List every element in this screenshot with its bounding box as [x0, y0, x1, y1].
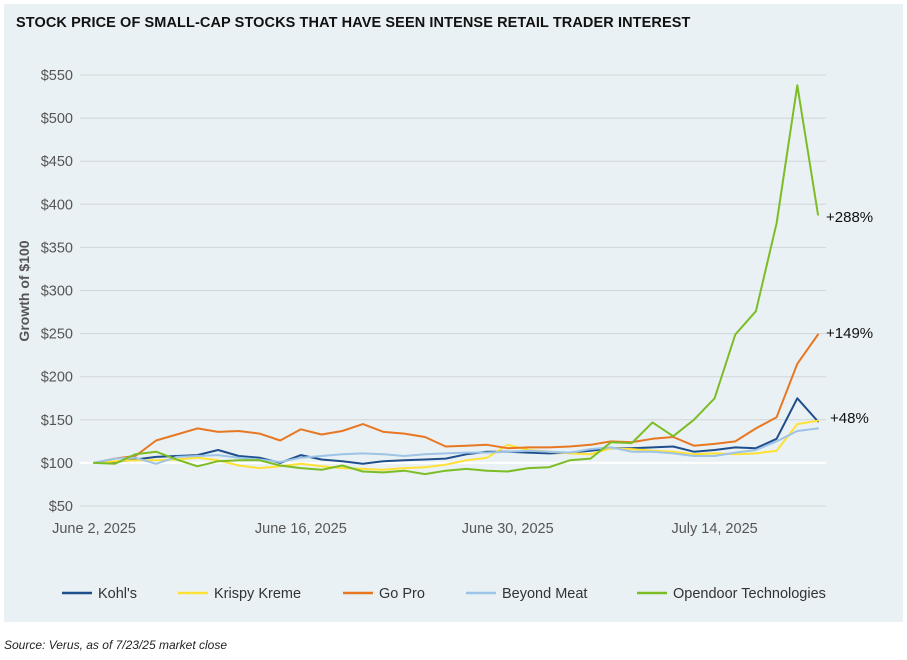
series-line-beyond-meat: [93, 427, 819, 465]
x-tick-label: June 16, 2025: [255, 521, 347, 537]
y-tick-label: $150: [41, 413, 73, 429]
series-line-opendoor-technologies: [93, 84, 819, 476]
y-tick-label: $350: [41, 240, 73, 256]
series-line-krispy-kreme: [93, 419, 819, 471]
legend-label: Beyond Meat: [502, 586, 587, 602]
legend-label: Krispy Kreme: [214, 586, 301, 602]
legend-label: Go Pro: [379, 586, 425, 602]
y-tick-label: $50: [49, 499, 73, 515]
chart-title: STOCK PRICE OF SMALL-CAP STOCKS THAT HAV…: [16, 15, 691, 31]
y-axis-title: Growth of $100: [16, 240, 32, 341]
x-tick-label: July 14, 2025: [671, 521, 757, 537]
legend: Kohl's Krispy Kreme Go Pro Beyond Meat Opend…: [62, 586, 826, 602]
y-tick-label: $250: [41, 327, 73, 343]
y-tick-label: $400: [41, 197, 73, 213]
legend-item-beyond-meat: Beyond Meat: [466, 586, 587, 602]
legend-item-go-pro: Go Pro: [343, 586, 425, 602]
series-line-kohl-s: [93, 397, 819, 465]
end-label-kohls: +48%: [830, 410, 869, 427]
end-label-opendoor: +288%: [826, 209, 873, 226]
source-note: Source: Verus, as of 7/23/25 market clos…: [4, 638, 228, 652]
y-axis: $50 $100 $150 $200 $250 $300 $350 $400 $450 $500 $…: [41, 68, 73, 515]
y-tick-label: $450: [41, 154, 73, 170]
y-tick-label: $100: [41, 456, 73, 472]
gridlines: [80, 74, 826, 507]
end-labels: +288% +149% +48%: [826, 209, 873, 427]
legend-item-kohl-s: Kohl's: [62, 586, 137, 602]
y-tick-label: $550: [41, 68, 73, 84]
legend-label: Kohl's: [98, 586, 137, 602]
series-line-go-pro: [93, 333, 819, 464]
x-axis: June 2, 2025 June 16, 2025 June 30, 2025 Ju…: [52, 521, 758, 537]
x-tick-label: June 2, 2025: [52, 521, 136, 537]
legend-item-krispy-kreme: Krispy Kreme: [178, 586, 301, 602]
legend-item-opendoor-technologies: Opendoor Technologies: [637, 586, 826, 602]
series-lines: [93, 84, 819, 476]
x-tick-label: June 30, 2025: [462, 521, 554, 537]
y-tick-label: $200: [41, 370, 73, 386]
y-tick-label: $300: [41, 284, 73, 300]
y-tick-label: $500: [41, 111, 73, 127]
end-label-gopro: +149%: [826, 325, 873, 342]
legend-label: Opendoor Technologies: [673, 586, 826, 602]
